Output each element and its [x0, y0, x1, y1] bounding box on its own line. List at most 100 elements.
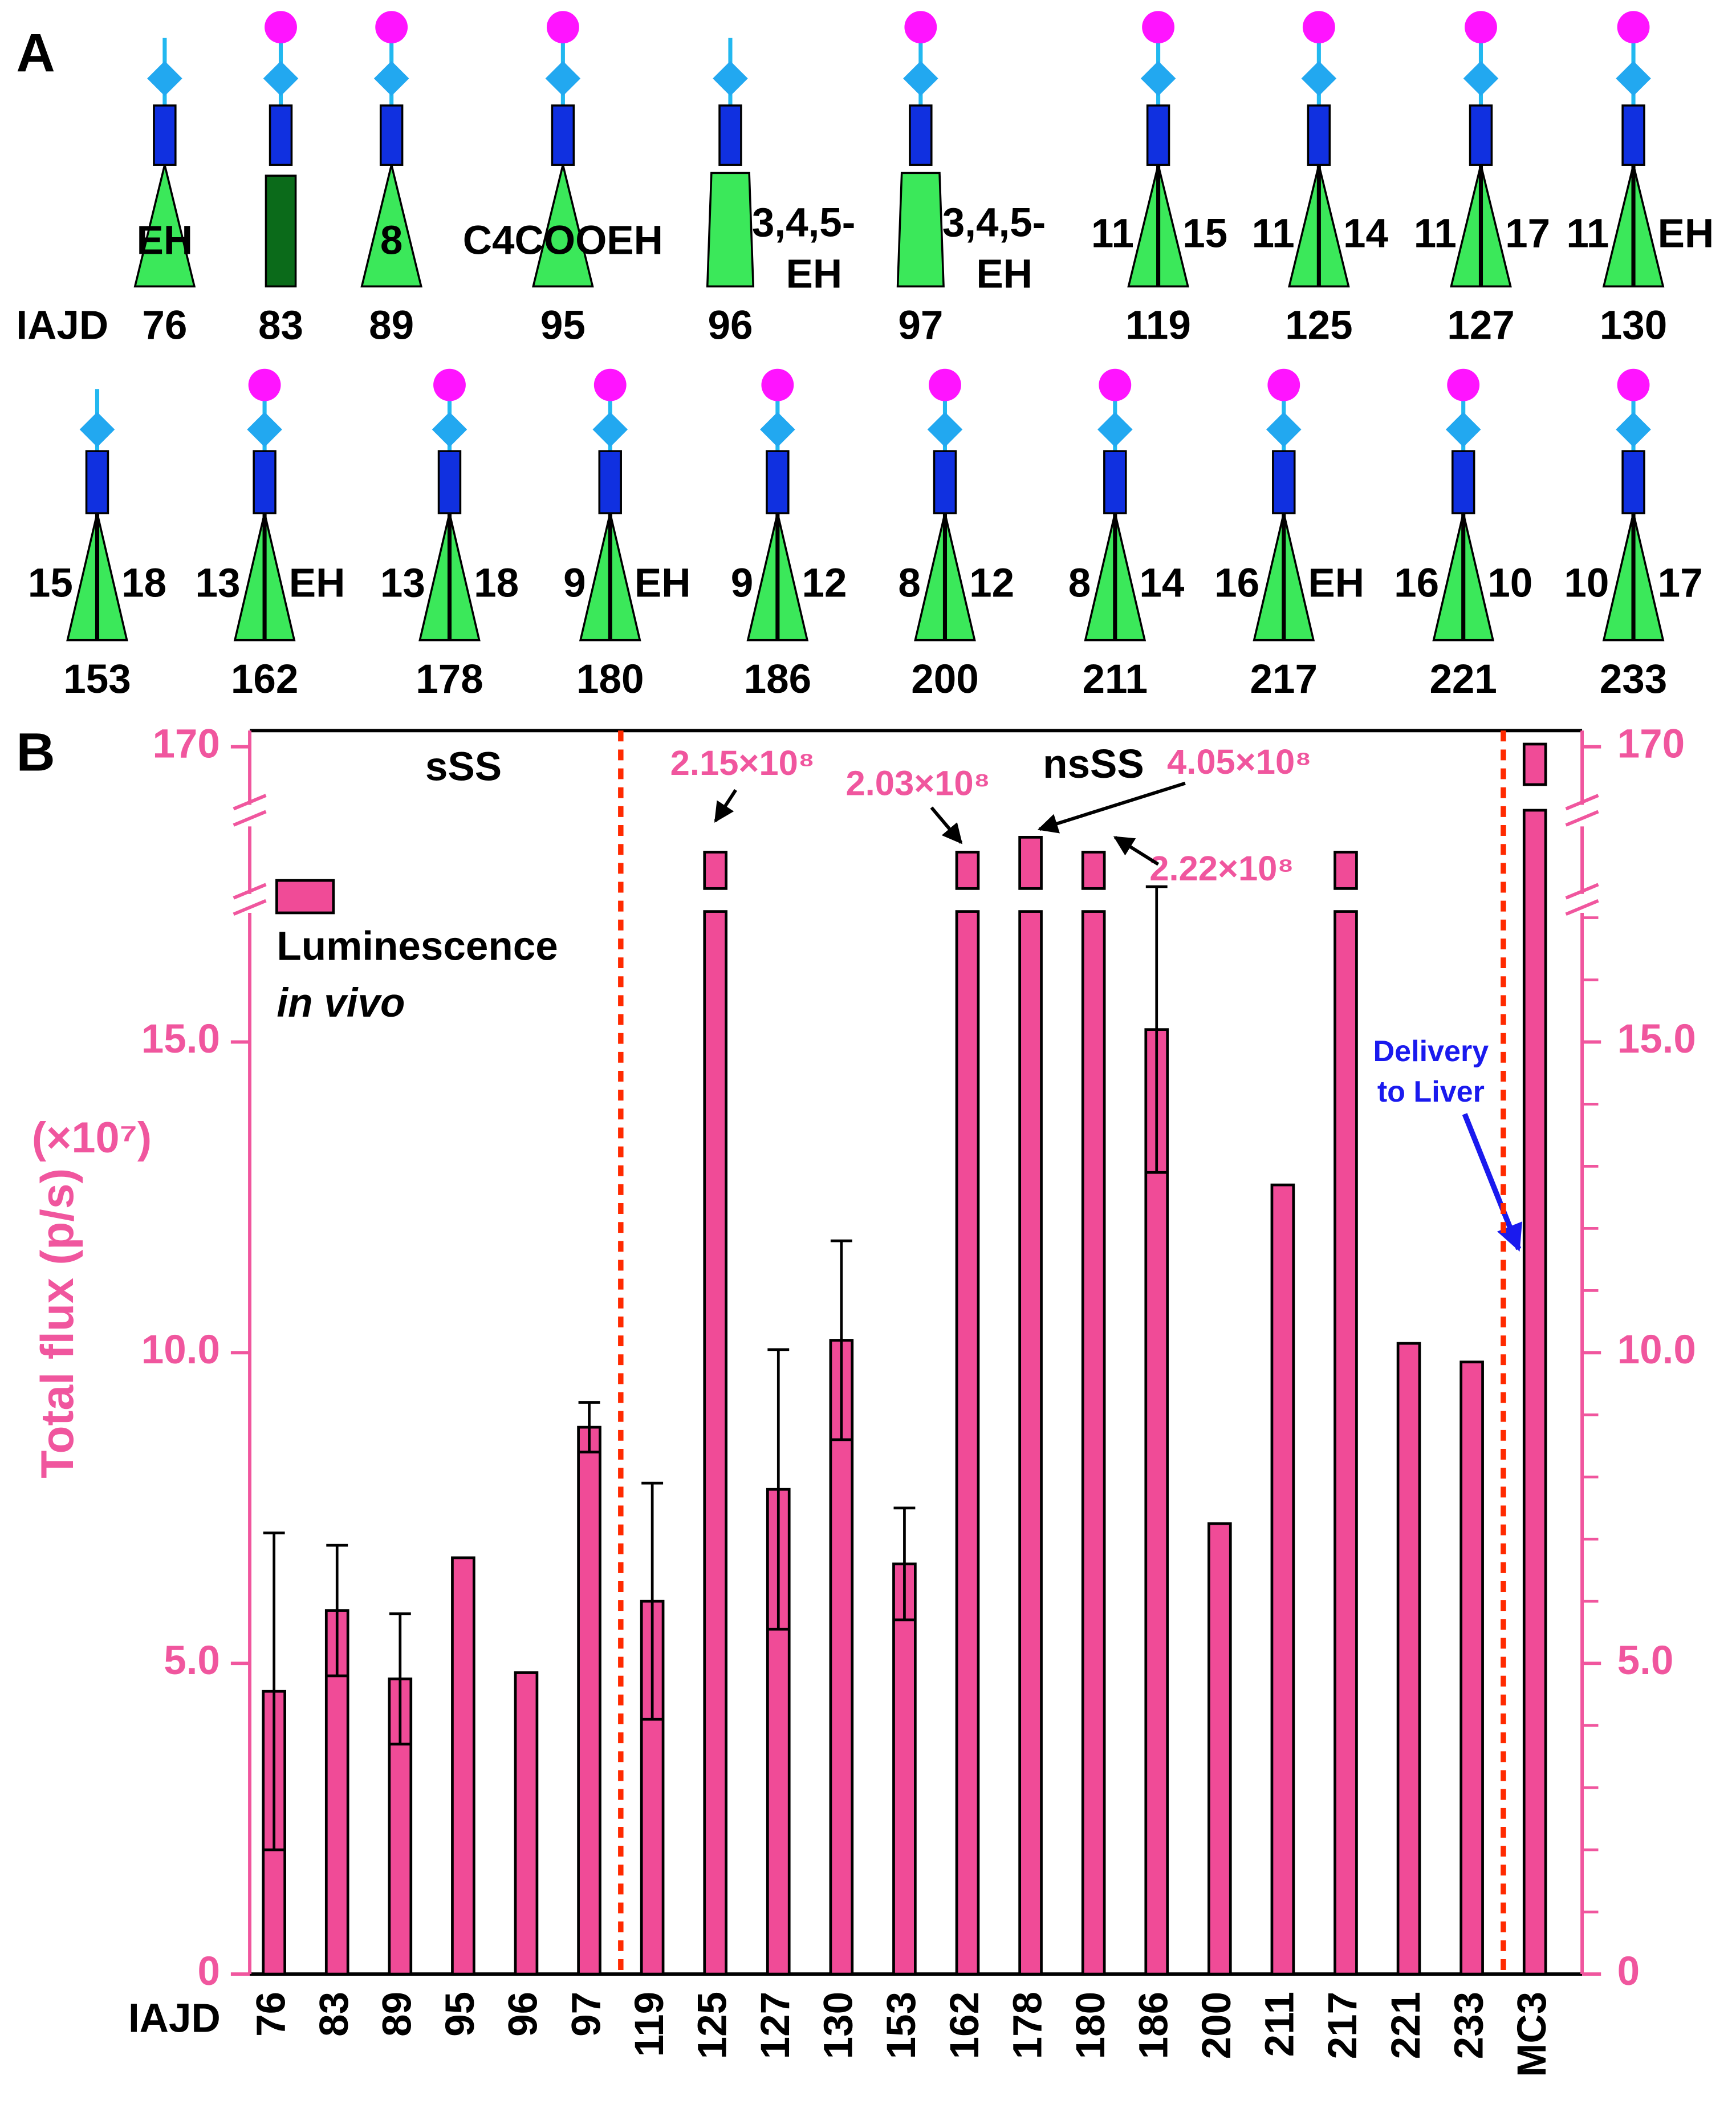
chain-label: 10 [1487, 561, 1532, 606]
legend-label: in vivo [277, 981, 405, 1026]
x-tick-label: 130 [816, 1992, 861, 2060]
compound-id: 162 [231, 657, 299, 702]
diamond [545, 60, 581, 96]
group-label: nsSS [1043, 742, 1144, 787]
compound-id: 119 [1125, 303, 1191, 348]
linker-block [153, 104, 177, 166]
tail [133, 164, 196, 288]
axis-break [233, 794, 267, 811]
tail [265, 174, 297, 288]
bar [1270, 1183, 1295, 1976]
x-tick-label: 76 [249, 1992, 294, 2037]
axis-break [1565, 810, 1599, 827]
bar [1459, 1360, 1484, 1976]
x-tick-label: 200 [1194, 1992, 1239, 2060]
chain-label: 14 [1343, 211, 1388, 256]
bar [1144, 1028, 1169, 1976]
bar [451, 1556, 475, 1976]
head-group [1142, 11, 1174, 44]
chain-label: 3,4,5- [752, 201, 856, 246]
bar [892, 1562, 917, 1976]
x-tick-label: 217 [1320, 1992, 1365, 2060]
chain-label: 12 [969, 561, 1014, 606]
bar-cap [1081, 851, 1106, 890]
head-group [248, 368, 281, 401]
chain-label: 14 [1139, 561, 1184, 606]
x-tick-label: 119 [627, 1992, 672, 2057]
chain-label: 17 [1658, 561, 1703, 606]
chain-label: 16 [1214, 561, 1259, 606]
compound-id: 178 [416, 657, 483, 702]
label-arrow [1113, 835, 1160, 866]
head-group [1099, 368, 1132, 401]
bar [1333, 910, 1358, 1976]
linker-block [766, 450, 790, 514]
chain-label: EH [1308, 561, 1364, 606]
diamond [903, 60, 938, 96]
chain-label: EH [1658, 211, 1714, 256]
chain-label: EH [976, 251, 1032, 297]
diamond [432, 412, 467, 448]
diamond [592, 412, 628, 448]
chain-label: 11 [1566, 211, 1609, 256]
bar [1081, 910, 1106, 1976]
diamond [927, 412, 963, 448]
diamond [1616, 412, 1651, 448]
chain-label: 15 [1182, 211, 1227, 256]
x-tick-label: 186 [1132, 1992, 1177, 2060]
bar [955, 910, 980, 1976]
compound-id: 89 [369, 303, 414, 348]
chain-label: 13 [380, 561, 425, 606]
x-tick-label: 95 [438, 1992, 483, 2037]
y-tick-label: 10.0 [141, 1327, 220, 1372]
panel-label: A [16, 23, 55, 83]
x-tick-label: 221 [1384, 1992, 1429, 2060]
y2-tick-label: 15.0 [1617, 1017, 1696, 1062]
value-label: 2.15×10⁸ [670, 744, 815, 783]
annotation-arrow [1462, 1113, 1522, 1252]
head-group [761, 368, 794, 401]
compound-id: 180 [576, 657, 644, 702]
chain-label: 13 [195, 561, 240, 606]
diamond [760, 412, 795, 448]
axis-break [233, 810, 267, 827]
x-tick-label: 178 [1005, 1992, 1050, 2060]
compound-id: 153 [63, 657, 131, 702]
diamond [247, 412, 282, 448]
head-group [904, 11, 937, 44]
compound-id: 96 [708, 303, 753, 348]
bar-cap [1522, 742, 1547, 786]
compound-id: 95 [540, 303, 586, 348]
compound-id: 221 [1429, 657, 1497, 702]
diamond [1616, 60, 1651, 96]
annotation: Delivery [1373, 1035, 1489, 1068]
chain-label: EH [786, 251, 842, 297]
compound-id: 83 [258, 303, 303, 348]
linker-block [1146, 104, 1170, 166]
bar-cap [703, 851, 728, 890]
compound-id: 130 [1600, 303, 1667, 348]
chain-label: 10 [1564, 561, 1609, 606]
axis-break [233, 883, 267, 900]
bar [829, 1339, 854, 1976]
diamond [1140, 60, 1176, 96]
bar [1018, 910, 1043, 1976]
compound-id: 125 [1285, 303, 1353, 348]
group-label: sSS [425, 745, 502, 790]
y2-tick-label: 5.0 [1617, 1638, 1674, 1683]
chain-label: 8 [1068, 561, 1091, 606]
linker-block [253, 450, 277, 514]
x-tick-label: 89 [375, 1992, 420, 2037]
head-group [929, 368, 961, 401]
diamond [373, 60, 409, 96]
diamond [1097, 412, 1133, 448]
x-tick-label: 180 [1068, 1992, 1113, 2060]
bar-cap [1018, 835, 1043, 890]
linker-block [718, 104, 742, 166]
bar [262, 1689, 286, 1976]
y2-tick-label: 170 [1617, 721, 1685, 766]
head-group [1617, 11, 1650, 44]
head-group [1617, 368, 1650, 401]
compound-id: 217 [1250, 657, 1318, 702]
x-tick-label: 211 [1258, 1992, 1303, 2057]
